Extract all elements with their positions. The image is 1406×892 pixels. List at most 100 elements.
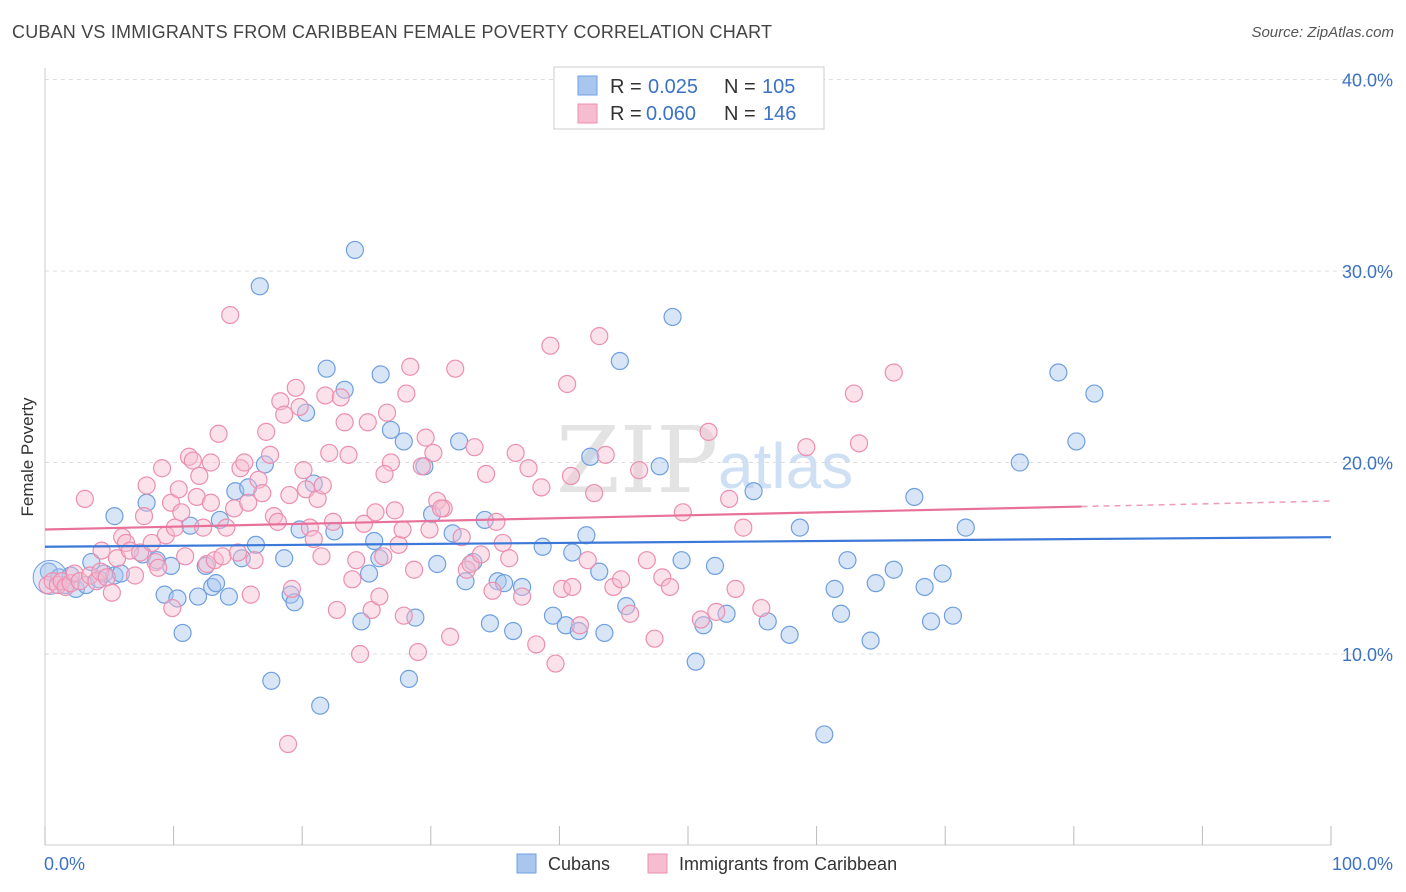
point-caribbean [849,434,869,453]
point-caribbean [707,602,726,621]
point-cubans [581,447,600,466]
bottom-legend-swatch-caribbean [647,853,668,874]
point-caribbean [286,378,305,397]
point-cubans [262,671,281,690]
point-cubans [590,562,609,581]
point-caribbean [558,374,577,394]
point-caribbean [797,438,816,457]
point-cubans [686,652,705,671]
point-cubans [705,556,725,576]
trend-lines [44,500,1332,548]
point-cubans [838,551,857,570]
point-caribbean [734,518,753,537]
x-tick-labels: 0.0% 100.0% [44,854,1393,874]
point-cubans [650,457,669,476]
point-cubans [443,524,462,543]
point-caribbean [313,476,332,495]
point-caribbean [97,568,116,587]
trend-line-cubans [44,536,1332,548]
point-cubans [569,621,588,641]
point-cubans [317,359,336,378]
point-caribbean [87,572,106,591]
point-caribbean [621,604,640,623]
point-caribbean [249,470,268,489]
point-cubans [352,612,371,631]
point-caribbean [691,610,710,629]
point-cubans [406,608,425,627]
point-caribbean [476,464,496,484]
point-caribbean [393,520,412,539]
point-caribbean [884,363,903,382]
point-caribbean [316,386,335,405]
point-caribbean [149,558,168,577]
point-cubans [595,623,614,643]
point-caribbean [320,443,339,463]
point-caribbean [653,568,672,587]
point-cubans [428,554,447,574]
point-caribbean [452,528,471,547]
legend-r-value-caribbean: 0.060 [646,103,696,125]
series-caribbean [38,305,903,754]
point-cubans [921,612,941,631]
y-axis-label: Female Poverty [18,397,37,517]
point-caribbean [377,403,397,422]
point-caribbean [278,734,298,754]
point-caribbean [209,424,228,443]
point-caribbean [335,413,354,432]
legend-n-label-cubans: N = [724,76,756,98]
point-cubans [543,606,563,625]
bottom-legend-label-caribbean: Immigrants from Caribbean [679,854,897,874]
point-caribbean [630,461,649,480]
point-caribbean [440,627,460,646]
x-tick-label: 0.0% [44,854,85,874]
point-caribbean [366,503,385,522]
point-caribbean [527,635,546,654]
legend-r-value-cubans: 0.025 [648,76,698,98]
point-caribbean [280,485,299,505]
point-caribbean [172,503,191,522]
point-cubans [577,526,596,545]
legend-swatch-caribbean [577,103,598,124]
point-caribbean [290,397,309,417]
point-cubans [422,505,442,524]
point-caribbean [720,489,739,508]
point-caribbean [304,529,323,549]
point-cubans [359,564,379,583]
point-cubans [663,307,682,327]
point-cubans [956,518,975,537]
point-caribbean [347,551,366,570]
point-caribbean [308,489,327,508]
point-cubans [488,572,507,591]
point-caribbean [339,445,358,464]
point-caribbean [282,579,302,598]
point-cubans [915,577,934,597]
legend-r-label-caribbean: R = [610,103,642,125]
point-caribbean [241,585,260,604]
point-cubans [1010,453,1029,472]
point-caribbean [416,428,435,447]
point-caribbean [271,392,290,411]
point-caribbean [294,461,313,480]
point-caribbean [312,547,331,566]
watermark-zip: ZIP [556,407,718,514]
point-caribbean [637,551,656,570]
series-cubans [32,240,1104,744]
point-cubans [275,549,294,568]
point-cubans [1049,363,1068,382]
point-cubans [449,432,469,451]
point-caribbean [408,642,428,662]
point-caribbean [420,520,439,539]
point-caribbean [424,443,443,463]
point-cubans [255,455,275,474]
point-caribbean [673,503,692,522]
point-caribbean [726,579,745,598]
point-caribbean [465,438,484,457]
point-caribbean [532,478,551,497]
watermark-atlas: atlas [718,430,853,502]
point-cubans [744,482,763,501]
point-caribbean [354,514,374,533]
point-caribbean [358,413,377,432]
point-cubans [866,574,885,593]
point-cubans [513,577,532,597]
point-cubans [173,623,192,643]
